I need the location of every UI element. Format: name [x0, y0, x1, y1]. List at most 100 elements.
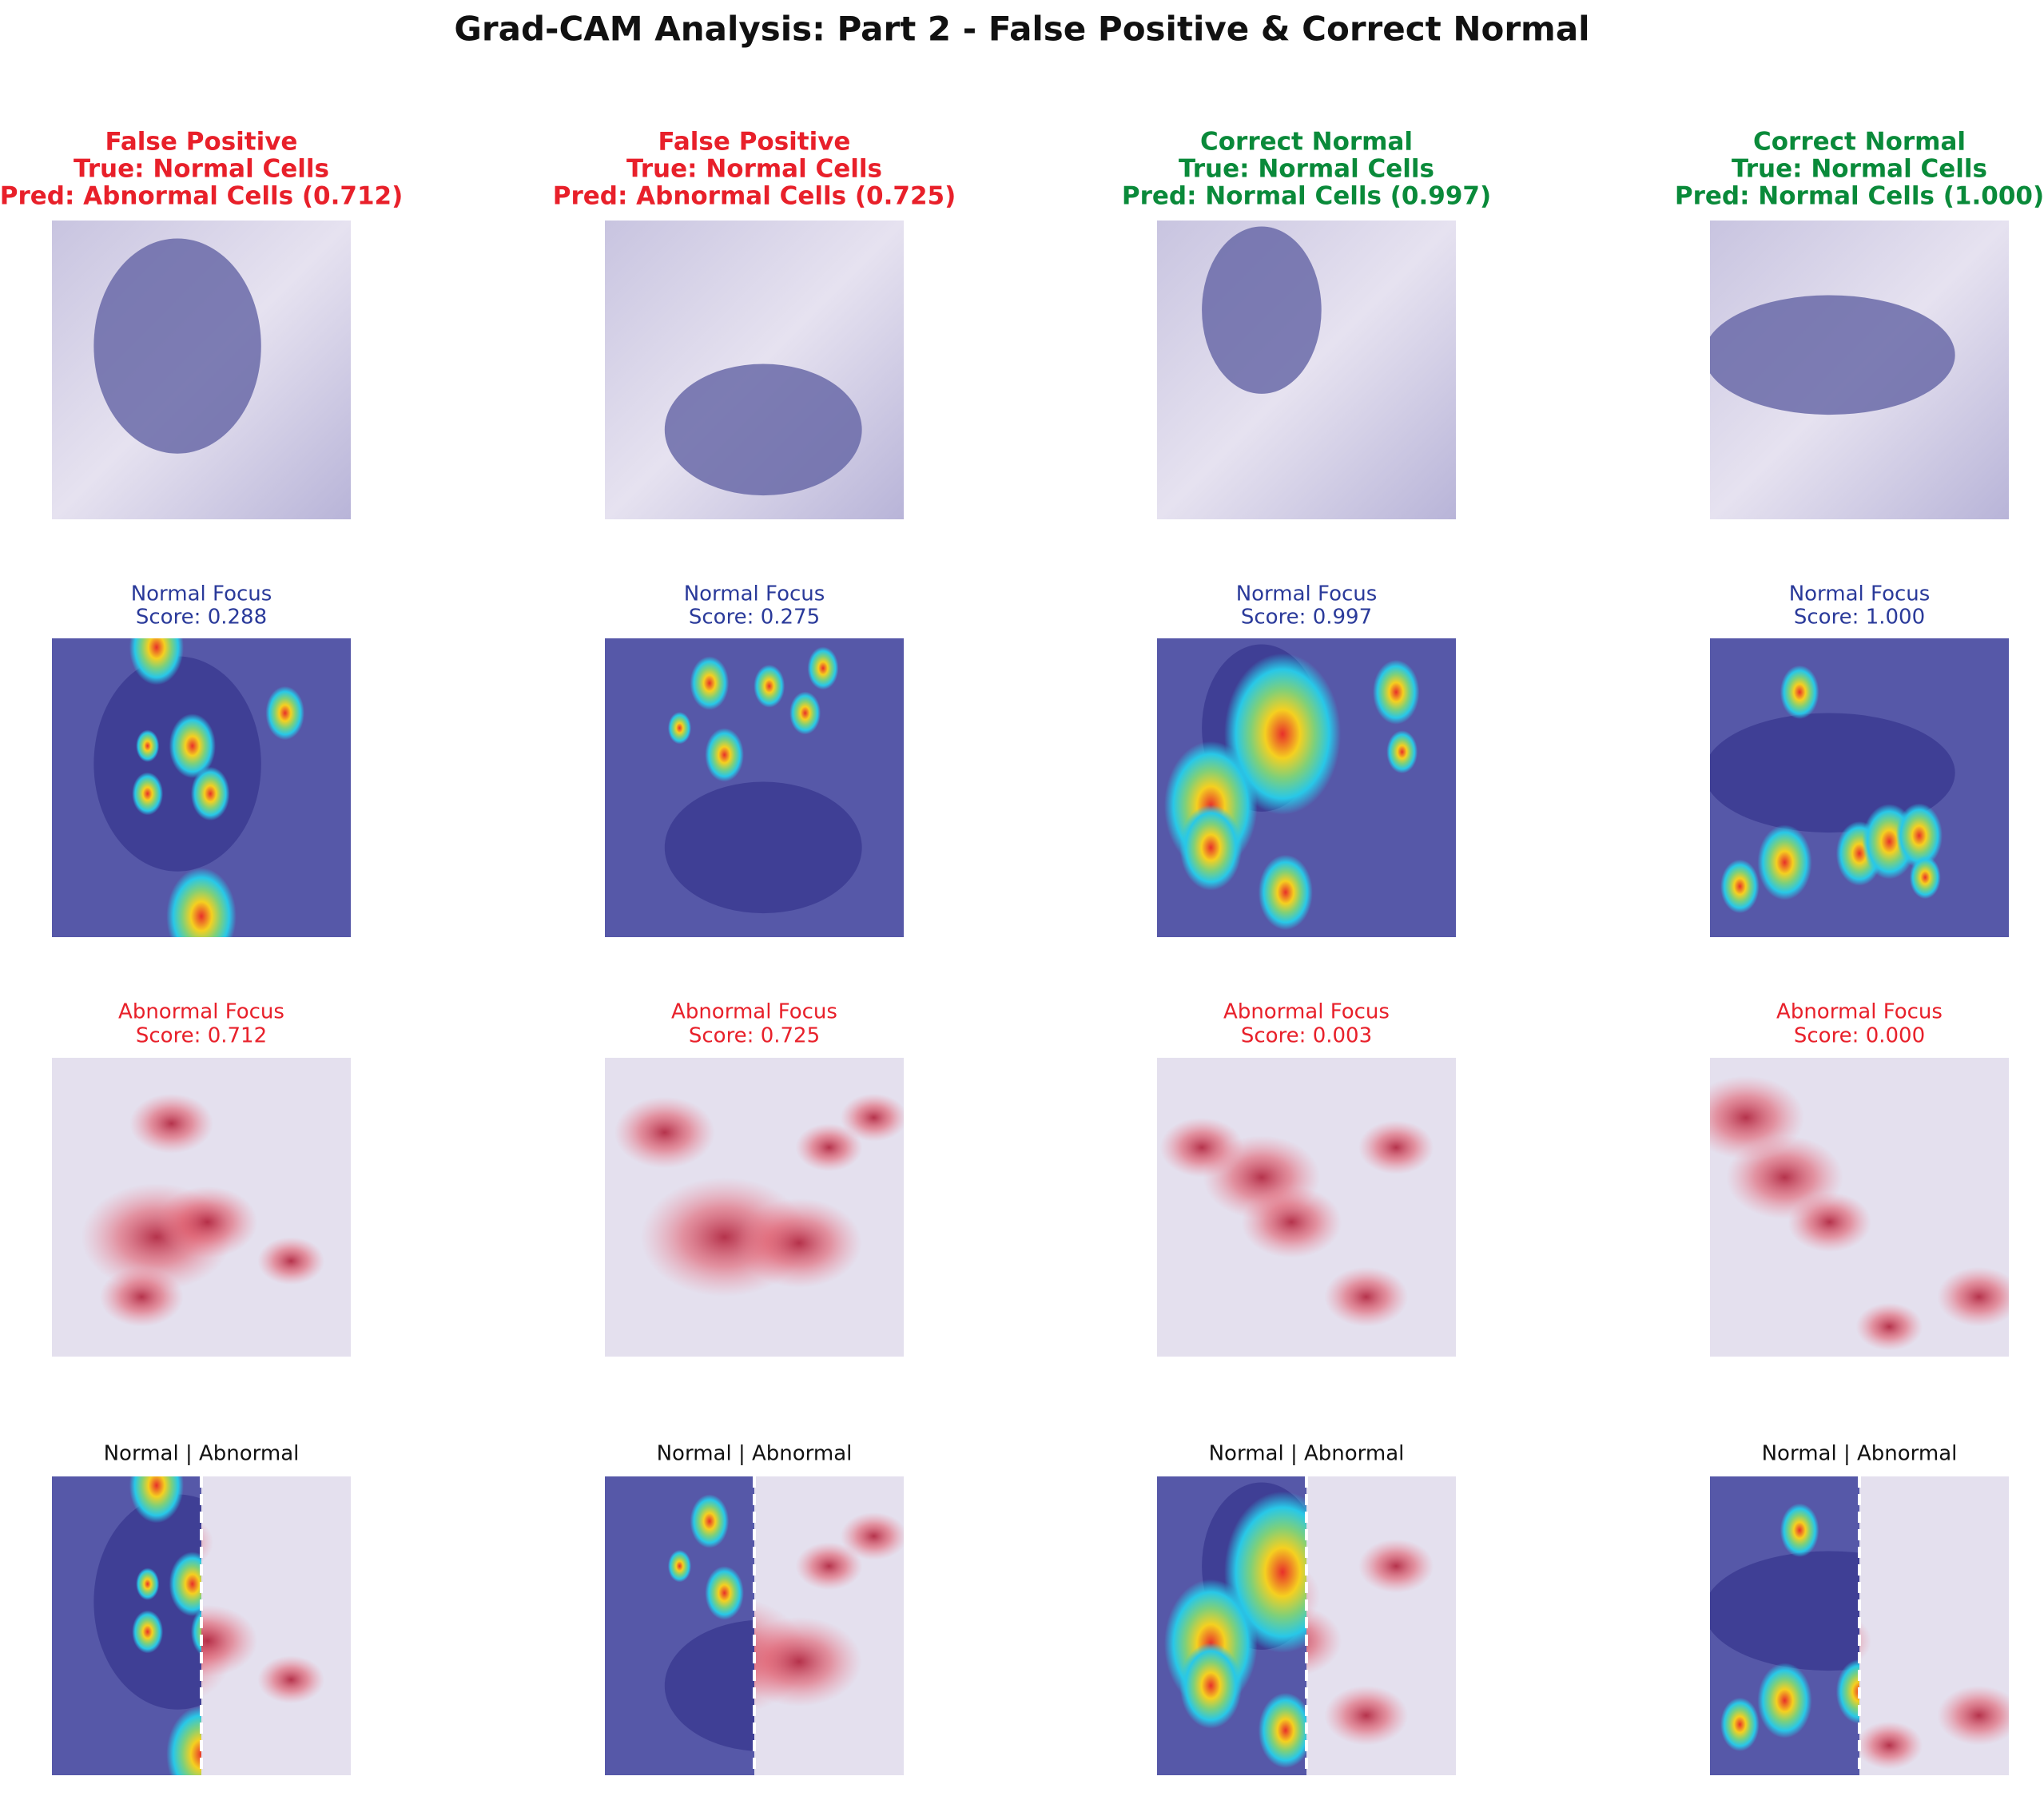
split-label: Normal | Abnormal: [1762, 1442, 1958, 1466]
activation-blob: [705, 728, 744, 782]
activation-blob: [1780, 665, 1819, 719]
panel-header: False Positive: [105, 128, 298, 157]
activation-blob: [166, 1706, 201, 1775]
activation-blob: [257, 1237, 325, 1285]
activation-blob: [1720, 859, 1760, 914]
activation-blob: [136, 1568, 160, 1600]
activation-blob: [1159, 1117, 1244, 1178]
activation-blob: [1258, 1692, 1306, 1769]
original-image: [52, 221, 351, 519]
panel-header: True: Normal Cells: [1179, 155, 1434, 184]
activation-blob: [136, 729, 160, 762]
activation-blob: [1306, 1606, 1342, 1675]
activation-blob: [1895, 803, 1943, 868]
activation-blob: [257, 1655, 325, 1704]
activation-blob: [1373, 659, 1420, 725]
abnormal-heatmap: [1157, 1058, 1456, 1357]
activation-blob: [736, 1198, 862, 1288]
abnormal-heatmap: [1710, 1058, 2009, 1357]
activation-blob: [690, 1494, 730, 1548]
activation-blob: [789, 691, 821, 735]
activation-blob: [1358, 1539, 1434, 1593]
activation-blob: [129, 1476, 184, 1524]
abnormal-focus-label: Abnormal Focus: [671, 1000, 837, 1024]
nucleus: [664, 1619, 754, 1751]
activation-blob: [129, 1093, 213, 1154]
activation-blob: [1324, 1266, 1409, 1327]
activation-blob: [1780, 1503, 1819, 1557]
panel-header: Correct Normal: [1200, 128, 1413, 157]
abnormal-focus-score: Score: 0.725: [689, 1024, 820, 1048]
activation-blob: [840, 1093, 904, 1142]
panel-header: Pred: Abnormal Cells (0.725): [553, 182, 956, 211]
abnormal-focus-label: Abnormal Focus: [1776, 1000, 1943, 1024]
normal-heatmap: [1157, 638, 1456, 937]
original-image: [1157, 221, 1456, 519]
activation-blob: [190, 1607, 201, 1656]
normal-focus-score: Score: 0.275: [689, 606, 820, 630]
activation-blob: [840, 1512, 904, 1560]
split-abnormal-half: [754, 1476, 904, 1775]
split-normal-half: [605, 1476, 754, 1775]
panel-header: Pred: Normal Cells (1.000): [1675, 182, 2044, 211]
nucleus: [664, 781, 862, 914]
split-label: Normal | Abnormal: [1209, 1442, 1405, 1466]
activation-blob: [1179, 804, 1243, 891]
figure-title: Grad-CAM Analysis: Part 2 - False Positi…: [454, 10, 1589, 49]
split-abnormal-half: [1306, 1476, 1456, 1775]
nucleus: [1202, 226, 1322, 394]
normal-heatmap: [52, 638, 351, 937]
activation-blob: [1241, 1186, 1342, 1258]
activation-blob: [1258, 854, 1313, 931]
abnormal-focus-score: Score: 0.712: [136, 1024, 267, 1048]
activation-blob: [1386, 730, 1418, 774]
panel-header: Pred: Abnormal Cells (0.712): [0, 182, 403, 211]
normal-focus-label: Normal Focus: [1236, 582, 1378, 606]
activation-blob: [190, 766, 230, 821]
activation-blob: [1937, 1685, 2009, 1746]
panel-header: True: Normal Cells: [1732, 155, 1987, 184]
activation-blob: [201, 1604, 258, 1677]
normal-focus-label: Normal Focus: [131, 582, 272, 606]
activation-blob: [1757, 825, 1812, 900]
activation-blob: [1937, 1266, 2009, 1327]
activation-blob: [1757, 1663, 1812, 1738]
activation-blob: [667, 1550, 692, 1583]
nucleus: [1710, 713, 1955, 833]
panel-header: Pred: Normal Cells (0.997): [1122, 182, 1491, 211]
activation-blob: [795, 1542, 863, 1591]
activation-blob: [754, 664, 785, 708]
activation-blob: [1859, 1721, 1923, 1770]
activation-blob: [614, 1096, 715, 1169]
original-image: [1710, 221, 2009, 519]
activation-blob: [1909, 856, 1941, 900]
activation-blob: [132, 1610, 164, 1654]
activation-blob: [1835, 1659, 1859, 1724]
normal-heatmap: [605, 638, 904, 937]
normal-focus-score: Score: 0.288: [136, 606, 267, 630]
nucleus: [1710, 1551, 1859, 1671]
panel-header: True: Normal Cells: [74, 155, 329, 184]
abnormal-heatmap: [52, 1058, 351, 1357]
activation-blob: [201, 1521, 213, 1564]
activation-blob: [705, 1566, 744, 1620]
abnormal-focus-label: Abnormal Focus: [1223, 1000, 1390, 1024]
activation-blob: [132, 772, 164, 816]
split-label: Normal | Abnormal: [104, 1442, 300, 1466]
activation-blob: [169, 713, 216, 779]
normal-focus-label: Normal Focus: [1789, 582, 1931, 606]
abnormal-focus-score: Score: 0.003: [1241, 1024, 1372, 1048]
activation-blob: [667, 712, 692, 745]
activation-blob: [169, 1552, 201, 1617]
activation-blob: [1324, 1685, 1409, 1746]
activation-blob: [1788, 1192, 1871, 1253]
activation-blob: [795, 1123, 863, 1172]
activation-blob: [1358, 1120, 1434, 1174]
nucleus: [93, 238, 261, 454]
panel-header: False Positive: [658, 128, 851, 157]
normal-focus-score: Score: 1.000: [1794, 606, 1925, 630]
split-abnormal-half: [1859, 1476, 2009, 1775]
activation-blob: [754, 1616, 862, 1707]
nucleus: [1710, 295, 1955, 415]
